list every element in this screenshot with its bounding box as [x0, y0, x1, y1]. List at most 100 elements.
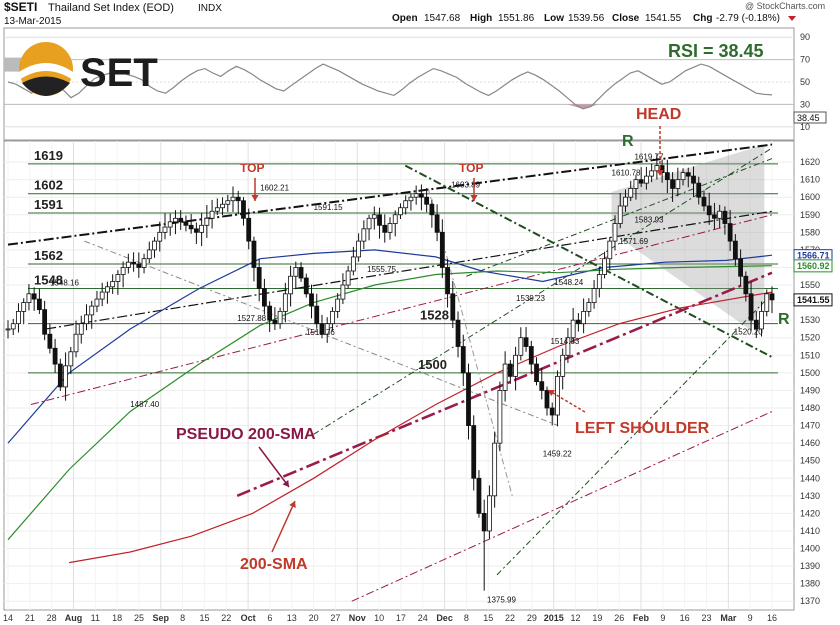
candle-body	[649, 170, 655, 177]
candle-body	[753, 319, 759, 330]
candle-body	[387, 223, 393, 233]
candle-body	[497, 390, 503, 444]
candle-body	[26, 293, 32, 304]
candle-body	[21, 302, 27, 312]
symbol: $SETI	[4, 0, 37, 14]
y-tick-label: 1550	[800, 280, 820, 290]
x-tick-label: 13	[287, 613, 297, 623]
left-shoulder-arrow	[547, 389, 586, 413]
candle-body	[68, 351, 74, 367]
sma-200-arrow-head	[289, 501, 296, 508]
candle-body	[141, 258, 147, 268]
candle-body	[131, 261, 136, 265]
candle-body	[330, 310, 335, 325]
price-label: 1520.20	[734, 327, 763, 336]
candle-body	[361, 228, 367, 242]
candle-body	[52, 347, 58, 365]
y-tick-label: 1470	[800, 421, 820, 431]
x-tick-label: 2015	[544, 613, 564, 623]
value-box	[793, 259, 833, 273]
lower-green-trendline	[496, 293, 773, 576]
candle-body	[314, 305, 320, 325]
level-label: 1500	[418, 357, 447, 372]
pseudo-200sma-annotation: PSEUDO 200-SMA	[176, 426, 316, 443]
candle-body	[178, 217, 184, 223]
candle-body	[84, 314, 89, 325]
x-tick-label: 14	[3, 613, 13, 623]
x-tick-label: 12	[571, 613, 581, 623]
resistance-label-right: R	[778, 311, 790, 328]
x-tick-label: 10	[374, 613, 384, 623]
candle-body	[518, 337, 524, 356]
candle-body	[581, 310, 587, 325]
y-tick-label: 1440	[800, 473, 820, 483]
candle-body	[434, 214, 440, 233]
level-label: 1602	[34, 178, 63, 193]
chart-header: $SETI Thailand Set Index (EOD) INDX 13-M…	[4, 0, 825, 27]
y-tick-label: 1600	[800, 192, 820, 202]
candle-body	[298, 267, 304, 279]
rsi-tick-label: 90	[800, 32, 810, 42]
sma-200-annotation: 200-SMA	[240, 556, 308, 573]
chg-value: -2.79 (-0.18%)	[716, 13, 780, 24]
candle-body	[73, 333, 79, 353]
y-tick-label: 1590	[800, 210, 820, 220]
level-label: 1619	[34, 148, 63, 163]
candle-body	[549, 407, 555, 416]
candle-body	[429, 203, 435, 216]
candle-body	[523, 337, 529, 347]
candle-body	[466, 372, 471, 426]
value-box-label: 1541.55	[797, 295, 830, 305]
candle-body	[235, 196, 241, 202]
candle-body	[293, 267, 299, 277]
x-tick-label: 17	[396, 613, 406, 623]
x-tick-label: 16	[680, 613, 690, 623]
candle-body	[628, 188, 634, 198]
candle-body	[727, 223, 733, 242]
resistance-label-upper: R	[622, 133, 634, 150]
candle-body	[534, 363, 539, 383]
price-label: 1519.76	[306, 328, 335, 337]
candle-body	[303, 277, 309, 295]
candle-body	[251, 240, 257, 268]
candle-body	[230, 196, 236, 202]
candle-body	[220, 203, 225, 209]
candle-body	[277, 310, 283, 325]
value-box-label: 1560.92	[797, 261, 830, 271]
price-label: 1539.23	[516, 294, 545, 303]
price-label: 1375.99	[487, 596, 516, 605]
candle-body	[99, 291, 105, 300]
price-label: 1514.83	[550, 337, 579, 346]
x-tick-label: 20	[309, 613, 319, 623]
left-shoulder-annotation: LEFT SHOULDER	[575, 420, 710, 437]
y-tick-label: 1480	[800, 403, 820, 413]
candle-body	[183, 221, 189, 226]
pseudo-200sma-arrow	[258, 446, 290, 488]
x-tick-label: 8	[180, 613, 185, 623]
low-value: 1539.56	[568, 13, 605, 24]
price-label: 1527.88	[237, 314, 266, 323]
candle-body	[633, 179, 639, 189]
x-tick-label: 23	[702, 613, 712, 623]
y-tick-label: 1530	[800, 315, 820, 325]
y-tick-label: 1410	[800, 526, 820, 536]
y-tick-label: 1610	[800, 175, 820, 185]
rsi-tick-label: 50	[800, 77, 810, 87]
x-tick-label: Oct	[241, 613, 256, 623]
candle-body	[57, 363, 63, 388]
copyright: @ StockCharts.com	[745, 1, 825, 11]
candle-body	[450, 293, 456, 321]
price-label: 1571.69	[619, 237, 648, 246]
candle-body	[382, 224, 388, 233]
candle-body	[309, 293, 314, 307]
candle-body	[623, 196, 628, 207]
candle-body	[638, 179, 644, 184]
candle-body	[350, 256, 356, 272]
pseudo-200sma-line	[236, 271, 773, 497]
x-tick-label: Mar	[720, 613, 737, 623]
level-label: 1562	[34, 248, 63, 263]
candle-body	[748, 293, 754, 321]
candle-body	[10, 323, 16, 330]
price-label: 1603.89	[451, 180, 480, 189]
